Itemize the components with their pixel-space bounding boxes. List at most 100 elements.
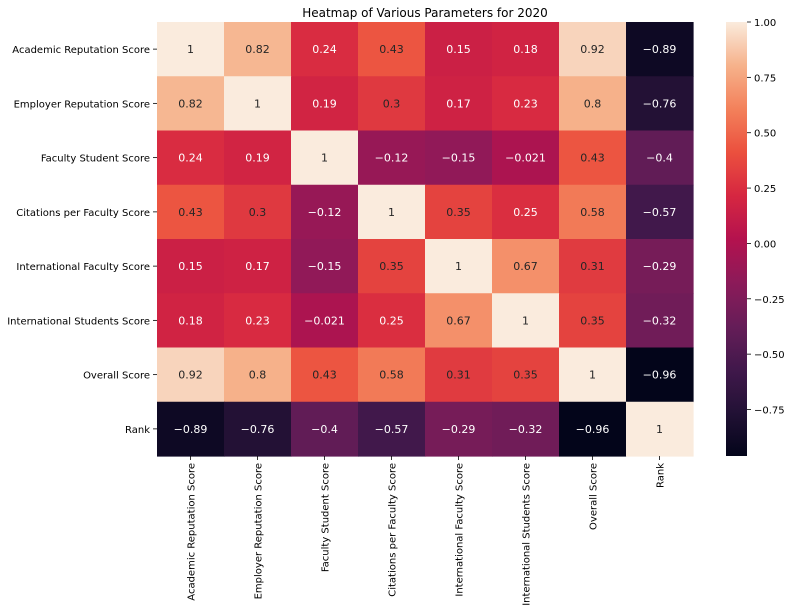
- heatmap-cell: [559, 401, 627, 457]
- cell-value-label: −0.021: [505, 152, 546, 165]
- cell-value-label: 1: [321, 152, 328, 165]
- column-label: Overall Score: [589, 463, 600, 530]
- cell-value-label: 0.15: [446, 43, 471, 56]
- heatmap-cell: [492, 22, 560, 77]
- cell-value-label: −0.29: [442, 423, 476, 436]
- cell-value-label: 0.25: [379, 314, 404, 327]
- cell-value-label: −0.57: [375, 423, 409, 436]
- cell-value-label: −0.89: [643, 43, 677, 56]
- heatmap-cell: [626, 239, 694, 294]
- heatmap-cell: [358, 130, 426, 186]
- heatmap-cell: [492, 184, 560, 240]
- heatmap-cell: [626, 184, 694, 240]
- cell-value-label: 0.58: [379, 369, 404, 382]
- cell-value-label: 0.19: [312, 97, 337, 110]
- heatmap-cell: [291, 184, 359, 240]
- cell-value-label: 0.67: [446, 314, 471, 327]
- cell-value-label: 0.15: [178, 260, 203, 273]
- cell-value-label: 1: [589, 369, 596, 382]
- heatmap-cell: [358, 76, 426, 132]
- colorbar-tick-label: 0.25: [754, 184, 776, 195]
- heatmap-cell: [291, 401, 359, 457]
- row-label: Overall Score: [83, 371, 150, 382]
- heatmap-cell: [224, 239, 292, 294]
- cell-value-label: −0.15: [308, 260, 342, 273]
- cell-value-label: 0.82: [178, 97, 203, 110]
- colorbar-tick-label: 0.50: [754, 129, 776, 140]
- heatmap-cell: [157, 130, 225, 186]
- column-labels: Academic Reputation Score Employer Reputa…: [187, 456, 667, 606]
- cell-value-label: −0.29: [643, 260, 677, 273]
- heatmap-cell: [559, 239, 627, 294]
- heatmap-cell: [425, 401, 493, 457]
- cell-value-label: 0.35: [513, 369, 538, 382]
- heatmap-cell: [425, 184, 493, 240]
- heatmap-cell: [291, 22, 359, 77]
- heatmap-cell: [358, 401, 426, 457]
- heatmap-cell: [626, 347, 694, 403]
- cell-value-label: 0.31: [446, 369, 471, 382]
- colorbar-tick-label: −0.75: [754, 406, 785, 417]
- heatmap-cell: [425, 22, 493, 77]
- heatmap-cell: [626, 293, 694, 349]
- heatmap-cell: [358, 22, 426, 77]
- cell-value-label: 0.92: [580, 43, 605, 56]
- row-label: International Students Score: [7, 316, 150, 327]
- heatmap-cell: [425, 239, 493, 294]
- cell-value-label: 1: [522, 314, 529, 327]
- heatmap-cell: [626, 76, 694, 132]
- heatmap-cell: [291, 130, 359, 186]
- heatmap-cell: [157, 401, 225, 457]
- column-label: Academic Reputation Score: [187, 463, 198, 601]
- column-label: Rank: [656, 463, 667, 488]
- heatmap-cell: [224, 401, 292, 457]
- colorbar-tick-label: −0.50: [754, 350, 785, 361]
- heatmap-cell: [291, 76, 359, 132]
- heatmap-cell: [358, 293, 426, 349]
- column-label: International Faculty Score: [455, 463, 466, 597]
- cell-value-label: 1: [656, 423, 663, 436]
- heatmap-cell: [358, 347, 426, 403]
- heatmap-cell: [157, 76, 225, 132]
- heatmap-cell: [224, 76, 292, 132]
- cell-value-label: −0.12: [308, 206, 342, 219]
- heatmap-cell: [559, 347, 627, 403]
- cell-value-label: 0.8: [584, 97, 602, 110]
- cell-value-label: 0.3: [383, 97, 401, 110]
- cell-value-label: 0.43: [580, 152, 605, 165]
- cell-value-label: −0.32: [509, 423, 543, 436]
- heatmap-cell: [492, 76, 560, 132]
- cell-value-label: 0.67: [513, 260, 538, 273]
- colorbar: 1.00 0.75 0.50 0.25 0.00 −0.25 −0.50 −0.75: [726, 18, 785, 456]
- cell-value-label: −0.96: [643, 369, 677, 382]
- heatmap-cell: [157, 347, 225, 403]
- cell-value-label: −0.76: [643, 97, 677, 110]
- heatmap-cell: [358, 239, 426, 294]
- colorbar-tick-label: 1.00: [754, 18, 776, 29]
- heatmap-cell: [291, 239, 359, 294]
- cell-value-label: 0.3: [249, 206, 267, 219]
- heatmap-cells: [157, 22, 694, 457]
- heatmap-cell: [559, 293, 627, 349]
- cell-value-label: −0.96: [576, 423, 610, 436]
- heatmap-cell: [157, 22, 225, 77]
- cell-value-label: 0.43: [379, 43, 404, 56]
- cell-value-label: 0.18: [178, 314, 203, 327]
- heatmap-cell: [626, 401, 694, 457]
- heatmap-cell: [492, 347, 560, 403]
- cell-value-label: 0.17: [245, 260, 270, 273]
- row-labels: Academic Reputation Score Employer Reputa…: [7, 45, 157, 436]
- cell-value-label: 0.58: [580, 206, 605, 219]
- column-label: International Students Score: [522, 463, 533, 606]
- heatmap-cell: [492, 293, 560, 349]
- heatmap-cell: [224, 130, 292, 186]
- row-label: Citations per Faculty Score: [16, 208, 150, 219]
- cell-value-label: −0.021: [304, 314, 345, 327]
- column-label: Citations per Faculty Score: [388, 463, 399, 597]
- heatmap-cell: [425, 76, 493, 132]
- chart-title: Heatmap of Various Parameters for 2020: [302, 6, 548, 20]
- heatmap-cell: [291, 293, 359, 349]
- heatmap-cell: [224, 293, 292, 349]
- cell-value-label: 0.31: [580, 260, 605, 273]
